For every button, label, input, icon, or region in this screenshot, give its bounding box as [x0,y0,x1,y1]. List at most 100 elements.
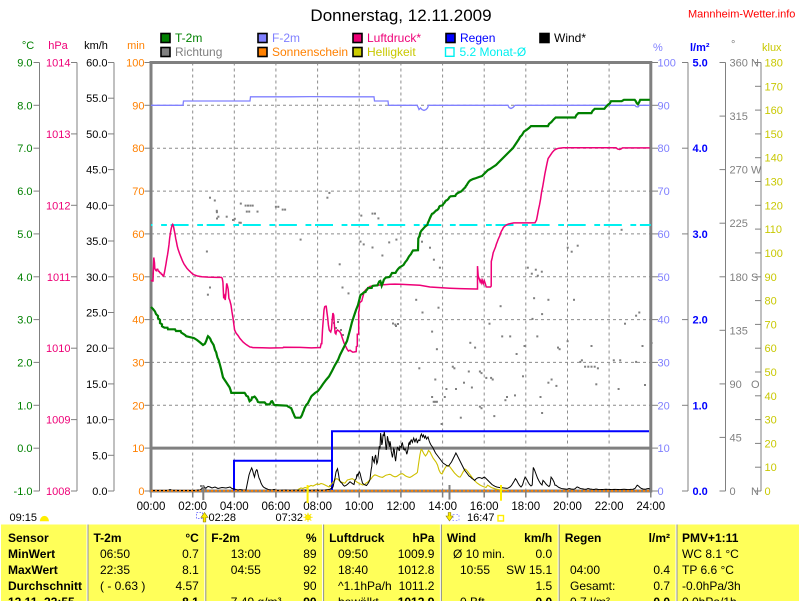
svg-text:16:47: 16:47 [467,512,495,524]
svg-text:5.0: 5.0 [92,450,107,462]
svg-text:hPa: hPa [412,531,434,545]
svg-text:20.0: 20.0 [86,343,107,355]
svg-text:45: 45 [730,432,742,444]
svg-text:4.57: 4.57 [175,579,199,593]
svg-text:08:00: 08:00 [303,501,332,513]
svg-text:-0.0hPa/3h: -0.0hPa/3h [682,579,741,593]
svg-text:80: 80 [658,143,670,155]
svg-text:160: 160 [765,105,783,117]
svg-text:20:00: 20:00 [553,501,582,513]
svg-text:9.0: 9.0 [17,58,32,70]
svg-text:90: 90 [765,272,777,284]
svg-text:3.0: 3.0 [17,315,32,327]
svg-text:8.0: 8.0 [17,100,32,112]
svg-text:Durchschnitt: Durchschnitt [8,579,82,593]
svg-text:l/m²: l/m² [690,42,710,54]
svg-text:WC 8.1 °C: WC 8.1 °C [682,547,739,561]
svg-text:TP 6.6 °C: TP 6.6 °C [682,563,734,577]
svg-text:-1.0: -1.0 [14,486,33,498]
svg-text:0 Bft: 0 Bft [460,595,485,601]
svg-text:^1.1hPa/h: ^1.1hPa/h [338,579,392,593]
svg-text:N: N [751,58,759,70]
svg-text:24:00: 24:00 [636,501,665,513]
svg-text:40: 40 [658,315,670,327]
svg-text:10: 10 [658,443,670,455]
svg-text:%: % [653,42,663,54]
svg-text:PMV+1:11: PMV+1:11 [682,531,739,545]
svg-text:80: 80 [132,143,144,155]
svg-text:0: 0 [765,486,771,498]
svg-text:140: 140 [765,153,783,165]
svg-text:60: 60 [132,229,144,241]
svg-text:Ø 10 min.: Ø 10 min. [453,547,505,561]
svg-text:4.0: 4.0 [17,272,32,284]
svg-text:80: 80 [765,296,777,308]
svg-text:20: 20 [132,400,144,412]
svg-text:°: ° [731,39,735,51]
svg-text:00:00: 00:00 [137,501,166,513]
svg-text:1.0: 1.0 [693,400,708,412]
svg-text:170: 170 [765,81,783,93]
svg-text:klux: klux [762,42,782,54]
svg-text:1012.8: 1012.8 [398,563,435,577]
svg-text:MinWert: MinWert [8,547,55,561]
svg-text:225: 225 [730,218,748,230]
svg-text:04:00: 04:00 [570,563,600,577]
svg-text:12:00: 12:00 [387,501,416,513]
svg-text:50: 50 [765,367,777,379]
svg-text:60.0: 60.0 [86,58,107,70]
svg-text:90: 90 [658,100,670,112]
svg-text:1009.9: 1009.9 [398,547,435,561]
svg-text:100: 100 [126,58,144,70]
svg-text:1009: 1009 [46,415,70,427]
svg-text:1008: 1008 [46,486,70,498]
svg-text:12.11, 23:55: 12.11, 23:55 [8,595,75,601]
svg-text:1010: 1010 [46,343,70,355]
svg-text:50.0: 50.0 [86,129,107,141]
svg-text:89: 89 [303,547,317,561]
svg-text:25.0: 25.0 [86,308,107,320]
svg-text:Regen: Regen [460,31,495,45]
svg-text:Mannheim-Wetter.info: Mannheim-Wetter.info [688,9,795,21]
svg-text:O: O [751,379,760,391]
svg-text:Donnerstag, 12.11.2009: Donnerstag, 12.11.2009 [310,6,491,25]
svg-text:0.0: 0.0 [693,486,708,498]
svg-text:Luftdruck*: Luftdruck* [367,31,421,45]
svg-text:%: % [306,531,317,545]
svg-text:10:55: 10:55 [460,563,490,577]
svg-text:N: N [751,486,759,498]
svg-text:1012: 1012 [46,200,70,212]
svg-text:Regen: Regen [565,531,602,545]
svg-text:18:00: 18:00 [511,501,540,513]
svg-text:5.0: 5.0 [693,58,708,70]
svg-text:8.1: 8.1 [182,563,199,577]
svg-text:bewölkt: bewölkt [338,595,379,601]
svg-text:130: 130 [765,177,783,189]
svg-text:10:00: 10:00 [345,501,374,513]
svg-text:70: 70 [132,186,144,198]
svg-text:50: 50 [658,272,670,284]
svg-text:F-2m: F-2m [211,531,240,545]
svg-text:100: 100 [658,58,676,70]
svg-text:315: 315 [730,111,748,123]
svg-text:02:28: 02:28 [209,512,237,524]
svg-text:Helligkeit: Helligkeit [367,45,416,59]
svg-text:90: 90 [132,100,144,112]
svg-text:09:50: 09:50 [338,547,368,561]
svg-text:55.0: 55.0 [86,93,107,105]
svg-text:60: 60 [765,343,777,355]
svg-text:10.0: 10.0 [86,415,107,427]
svg-text:30: 30 [658,357,670,369]
svg-text:270: 270 [730,165,748,177]
svg-text:1013: 1013 [46,129,70,141]
svg-text:02:00: 02:00 [178,501,207,513]
svg-text:0.7: 0.7 [653,579,670,593]
svg-text:22:35: 22:35 [100,563,130,577]
svg-text:0.0hPa/1h: 0.0hPa/1h [682,595,737,601]
svg-text:30.0: 30.0 [86,272,107,284]
svg-text:Richtung: Richtung [175,45,222,59]
svg-text:5.0: 5.0 [17,229,32,241]
svg-text:06:50: 06:50 [100,547,130,561]
svg-text:15.0: 15.0 [86,379,107,391]
svg-text:150: 150 [765,129,783,141]
